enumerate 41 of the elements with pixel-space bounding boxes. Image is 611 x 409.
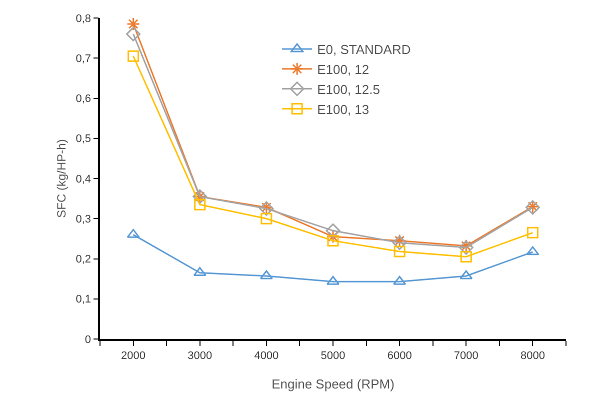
x-tick-label: 4000 (254, 350, 279, 362)
x-tick-label: 6000 (387, 350, 412, 362)
x-tick-label: 7000 (454, 350, 478, 362)
point (128, 50, 140, 62)
y-tick-label: 0,5 (76, 133, 92, 146)
point (392, 235, 407, 250)
x-tick-label: 3000 (188, 350, 212, 362)
y-tick-label: 0 (84, 334, 92, 346)
point (194, 198, 206, 210)
point (392, 234, 406, 248)
point (326, 230, 340, 244)
point (394, 246, 406, 258)
point (460, 270, 473, 280)
point (126, 18, 140, 31)
y-tick-label: 0,3 (76, 213, 92, 226)
x-tick-label: 8000 (520, 350, 545, 362)
point (193, 267, 206, 276)
point (526, 226, 538, 238)
point (460, 250, 472, 262)
y-tick-label: 0,4 (76, 173, 92, 186)
point (260, 212, 272, 224)
point (260, 270, 273, 280)
point (126, 26, 141, 42)
y-tick-label: 0,6 (76, 93, 92, 106)
y-tick-label: 0,8 (76, 12, 92, 25)
x-tick-label: 5000 (320, 350, 346, 362)
legend-label: E100, 13 (317, 102, 370, 117)
y-tick-label: 0,1 (76, 294, 92, 306)
legend-label: E0, STANDARD (317, 42, 411, 58)
legend-label: E100, 12.5 (317, 82, 380, 97)
point (526, 246, 540, 256)
point (393, 276, 406, 285)
y-tick-label: 0,2 (76, 254, 92, 266)
point (126, 228, 140, 238)
legend-label: E100, 12 (317, 62, 370, 77)
point (326, 223, 340, 238)
y-axis-title: SFC (kg/HP-h) (54, 139, 68, 218)
x-tick-label: 2000 (121, 350, 146, 362)
y-tick-label: 0,7 (76, 52, 92, 65)
point (327, 234, 339, 246)
x-axis-title: Engine Speed (RPM) (272, 376, 394, 392)
